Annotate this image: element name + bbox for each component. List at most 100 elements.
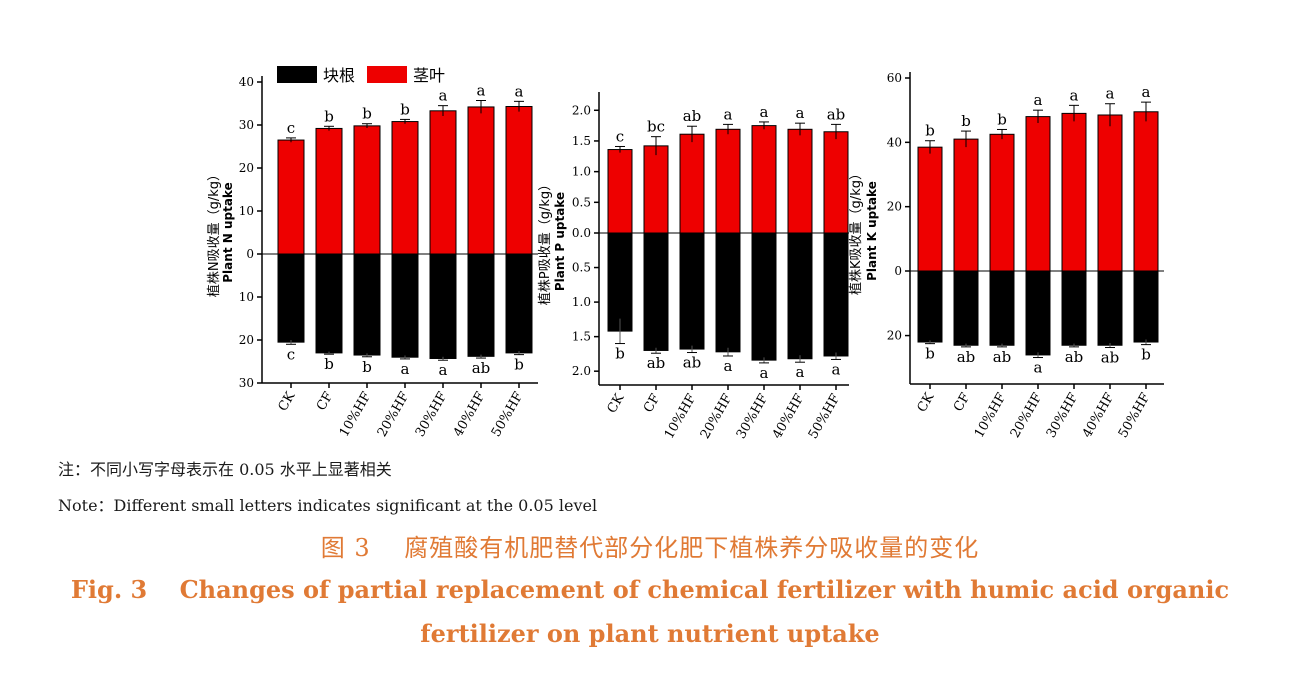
x-tick-label: 50%HF	[489, 390, 527, 440]
bar-root-50pcthf	[1133, 270, 1159, 343]
letter-shoot-50pcthf: ab	[827, 105, 846, 123]
bar-root-10pcthf	[679, 232, 705, 350]
letter-shoot-40pcthf: a	[1106, 85, 1115, 103]
y-axis-label-english: Plant K uptake	[865, 181, 879, 281]
letter-root-ck: b	[925, 345, 935, 363]
chart-panel-nitrogen: ccCKbbCFbb10%HFba20%HFaa30%HFaab40%HFab5…	[207, 75, 538, 440]
letter-root-20pcthf: a	[401, 360, 410, 378]
x-tick-label: 40%HF	[1080, 391, 1118, 441]
y-tick-label: 20	[239, 333, 254, 347]
y-axis-label-chinese: 植株N吸收量（g/kg）	[207, 168, 222, 297]
y-tick-label: 40	[887, 135, 902, 149]
y-tick-label: 20	[887, 329, 902, 343]
bar-root-50pcthf	[823, 232, 849, 357]
x-tick-label: CK	[276, 389, 299, 414]
bar-shoot-30pcthf	[1061, 112, 1087, 272]
y-tick-label: 0.5	[572, 195, 591, 209]
letter-shoot-10pcthf: b	[997, 110, 1007, 128]
bar-shoot-30pcthf	[751, 125, 777, 234]
letter-root-30pcthf: a	[439, 361, 448, 379]
y-tick-label: 20	[887, 200, 902, 214]
x-tick-label: 30%HF	[413, 390, 451, 440]
y-tick-label: 0.5	[572, 261, 591, 275]
caption-english-line1: Fig. 3 Changes of partial replacement of…	[70, 575, 1230, 604]
bar-shoot-40pcthf	[1097, 114, 1123, 272]
x-tick-label: 20%HF	[698, 392, 736, 442]
y-tick-label: 0	[894, 264, 902, 278]
letter-shoot-40pcthf: a	[796, 104, 805, 122]
bar-root-30pcthf	[751, 232, 777, 361]
bar-root-10pcthf	[353, 253, 381, 356]
bar-shoot-50pcthf	[823, 131, 849, 234]
letter-shoot-30pcthf: a	[1070, 86, 1079, 104]
x-tick-label: CF	[951, 391, 973, 415]
x-tick-label: 50%HF	[806, 392, 844, 442]
letter-root-40pcthf: ab	[472, 359, 491, 377]
bar-shoot-ck	[917, 146, 943, 272]
bar-shoot-20pcthf	[391, 121, 419, 255]
y-tick-label: 30	[239, 118, 254, 132]
bar-root-30pcthf	[1061, 270, 1087, 346]
letter-shoot-10pcthf: ab	[683, 107, 702, 125]
x-tick-label: 30%HF	[1044, 391, 1082, 441]
letter-shoot-cf: b	[961, 112, 971, 130]
legend-swatch-shoot	[367, 66, 407, 83]
letter-root-ck: b	[615, 345, 625, 363]
y-tick-label: 0.0	[572, 226, 591, 240]
letter-root-30pcthf: ab	[1065, 348, 1084, 366]
x-tick-label: 30%HF	[734, 392, 772, 442]
bar-root-10pcthf	[989, 270, 1015, 346]
y-tick-label: 1.0	[572, 165, 591, 179]
y-tick-label: 1.5	[572, 330, 591, 344]
y-axis-label-chinese: 植株P吸收量（g/kg）	[538, 178, 553, 305]
legend-label-shoot: 茎叶	[413, 66, 445, 85]
x-tick-label: CK	[915, 390, 938, 415]
bar-shoot-10pcthf	[679, 133, 705, 234]
y-tick-label: 10	[239, 290, 254, 304]
letter-shoot-ck: b	[925, 122, 935, 140]
legend: 块根 茎叶	[277, 66, 445, 85]
bar-root-30pcthf	[429, 253, 457, 359]
bar-root-cf	[315, 253, 343, 354]
bar-shoot-20pcthf	[715, 128, 741, 234]
bar-shoot-cf	[315, 127, 343, 255]
letter-shoot-30pcthf: a	[439, 87, 448, 105]
y-tick-label: 0	[246, 247, 254, 261]
x-tick-label: 50%HF	[1116, 391, 1154, 441]
y-tick-label: 2.0	[572, 364, 591, 378]
x-tick-label: 10%HF	[662, 392, 700, 442]
letter-shoot-40pcthf: a	[477, 81, 486, 99]
letter-root-30pcthf: a	[760, 364, 769, 382]
letter-root-50pcthf: b	[1141, 346, 1151, 364]
letter-root-50pcthf: a	[832, 360, 841, 378]
letter-root-cf: b	[324, 355, 334, 373]
bar-root-40pcthf	[1097, 270, 1123, 346]
bar-shoot-40pcthf	[787, 128, 813, 234]
letter-shoot-50pcthf: a	[1142, 83, 1151, 101]
bar-root-50pcthf	[505, 253, 533, 354]
charts-figure: 块根 茎叶 ccCKbbCFbb10%HFba20%HFaa30%HFaab40…	[207, 66, 1164, 442]
letter-shoot-cf: bc	[647, 118, 665, 136]
bar-root-ck	[277, 253, 305, 343]
legend-label-root: 块根	[323, 66, 355, 85]
bar-shoot-30pcthf	[429, 110, 457, 255]
y-tick-label: 40	[239, 75, 254, 89]
letter-shoot-20pcthf: a	[1034, 91, 1043, 109]
bar-shoot-50pcthf	[1133, 111, 1159, 272]
letter-root-cf: ab	[647, 354, 666, 372]
bar-root-cf	[643, 232, 669, 351]
letter-root-10pcthf: ab	[993, 348, 1012, 366]
letter-root-50pcthf: b	[514, 356, 524, 374]
y-tick-label: 30	[239, 376, 254, 390]
y-tick-label: 2.0	[572, 103, 591, 117]
bar-shoot-50pcthf	[505, 106, 533, 255]
x-tick-label: CF	[314, 390, 336, 414]
letter-shoot-50pcthf: a	[515, 82, 524, 100]
bar-shoot-10pcthf	[353, 125, 381, 255]
letter-shoot-ck: c	[287, 119, 295, 137]
letter-shoot-cf: b	[324, 107, 334, 125]
bar-root-40pcthf	[467, 253, 495, 357]
letter-shoot-30pcthf: a	[760, 103, 769, 121]
bar-shoot-40pcthf	[467, 106, 495, 255]
bar-root-40pcthf	[787, 232, 813, 360]
